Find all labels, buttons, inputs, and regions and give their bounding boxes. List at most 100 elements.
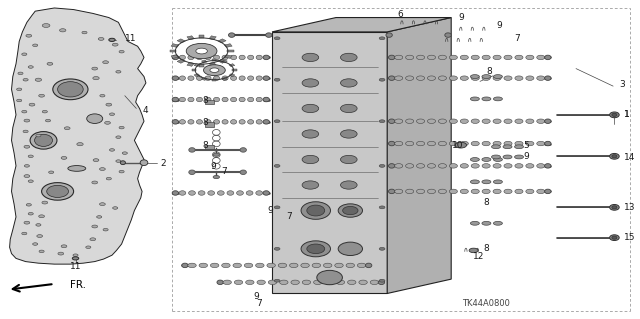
Ellipse shape — [455, 142, 467, 148]
Ellipse shape — [493, 55, 501, 60]
Ellipse shape — [263, 191, 269, 195]
Ellipse shape — [515, 155, 524, 159]
Ellipse shape — [186, 43, 217, 59]
Ellipse shape — [248, 55, 253, 60]
Ellipse shape — [90, 238, 96, 241]
Ellipse shape — [38, 94, 45, 97]
Ellipse shape — [379, 206, 385, 209]
Ellipse shape — [120, 161, 125, 165]
Ellipse shape — [92, 225, 97, 228]
Ellipse shape — [388, 55, 395, 60]
Polygon shape — [171, 55, 179, 58]
Ellipse shape — [492, 155, 500, 159]
Ellipse shape — [471, 141, 479, 146]
Ellipse shape — [307, 244, 324, 254]
Ellipse shape — [428, 189, 436, 194]
Ellipse shape — [438, 119, 447, 123]
Ellipse shape — [22, 110, 27, 113]
Ellipse shape — [26, 34, 31, 37]
Ellipse shape — [388, 164, 395, 168]
Ellipse shape — [359, 280, 367, 285]
Polygon shape — [209, 62, 216, 66]
Ellipse shape — [395, 189, 403, 194]
Text: 2: 2 — [160, 159, 166, 168]
Ellipse shape — [504, 164, 512, 168]
Ellipse shape — [246, 280, 254, 285]
Ellipse shape — [275, 206, 280, 209]
Polygon shape — [229, 64, 235, 67]
Ellipse shape — [248, 76, 253, 80]
Ellipse shape — [449, 189, 458, 194]
Ellipse shape — [36, 224, 41, 226]
Text: FR.: FR. — [70, 279, 86, 290]
Ellipse shape — [379, 165, 385, 167]
Ellipse shape — [256, 97, 262, 102]
Ellipse shape — [172, 120, 179, 124]
Ellipse shape — [119, 170, 124, 173]
Ellipse shape — [189, 170, 195, 174]
Ellipse shape — [188, 55, 194, 60]
Ellipse shape — [460, 189, 468, 194]
Ellipse shape — [72, 257, 79, 260]
Ellipse shape — [395, 141, 403, 146]
Ellipse shape — [188, 263, 196, 268]
Ellipse shape — [438, 164, 447, 168]
Ellipse shape — [196, 48, 207, 54]
Ellipse shape — [23, 78, 28, 81]
Text: 10: 10 — [452, 141, 463, 150]
Ellipse shape — [340, 181, 357, 189]
Ellipse shape — [239, 76, 245, 80]
Ellipse shape — [417, 55, 424, 60]
Text: 8: 8 — [487, 67, 492, 76]
Polygon shape — [202, 78, 207, 80]
Text: 8: 8 — [202, 118, 208, 127]
Ellipse shape — [438, 189, 447, 194]
Ellipse shape — [365, 263, 372, 268]
Ellipse shape — [230, 120, 237, 124]
Ellipse shape — [379, 248, 385, 250]
Ellipse shape — [214, 97, 220, 102]
Ellipse shape — [275, 120, 280, 122]
Ellipse shape — [471, 76, 479, 80]
Ellipse shape — [482, 158, 491, 161]
Ellipse shape — [103, 228, 108, 231]
Ellipse shape — [266, 33, 272, 37]
Text: 9: 9 — [268, 206, 273, 215]
Ellipse shape — [438, 55, 447, 60]
Ellipse shape — [208, 191, 214, 195]
Bar — [205, 145, 214, 149]
Ellipse shape — [65, 127, 70, 130]
Ellipse shape — [317, 271, 342, 285]
Ellipse shape — [301, 202, 330, 219]
Ellipse shape — [267, 263, 275, 268]
Ellipse shape — [449, 119, 458, 123]
Ellipse shape — [357, 263, 366, 268]
Ellipse shape — [213, 153, 220, 156]
Ellipse shape — [17, 88, 22, 91]
Polygon shape — [212, 79, 216, 81]
Text: 5: 5 — [524, 141, 529, 150]
Ellipse shape — [26, 204, 31, 206]
Text: 4: 4 — [142, 106, 148, 115]
Ellipse shape — [340, 53, 357, 62]
Ellipse shape — [417, 164, 424, 168]
Text: 8: 8 — [484, 244, 489, 253]
Ellipse shape — [24, 165, 29, 167]
Ellipse shape — [256, 76, 262, 80]
Ellipse shape — [248, 120, 253, 124]
Ellipse shape — [545, 55, 551, 60]
Ellipse shape — [221, 263, 230, 268]
Ellipse shape — [406, 141, 413, 146]
Ellipse shape — [428, 55, 436, 60]
Ellipse shape — [275, 37, 280, 40]
Ellipse shape — [493, 189, 501, 194]
Ellipse shape — [482, 164, 490, 168]
Ellipse shape — [188, 120, 194, 124]
Ellipse shape — [28, 212, 33, 215]
Ellipse shape — [239, 97, 245, 102]
Ellipse shape — [106, 103, 112, 106]
Ellipse shape — [230, 97, 237, 102]
Ellipse shape — [388, 76, 395, 80]
Polygon shape — [218, 59, 226, 63]
Polygon shape — [209, 36, 216, 40]
